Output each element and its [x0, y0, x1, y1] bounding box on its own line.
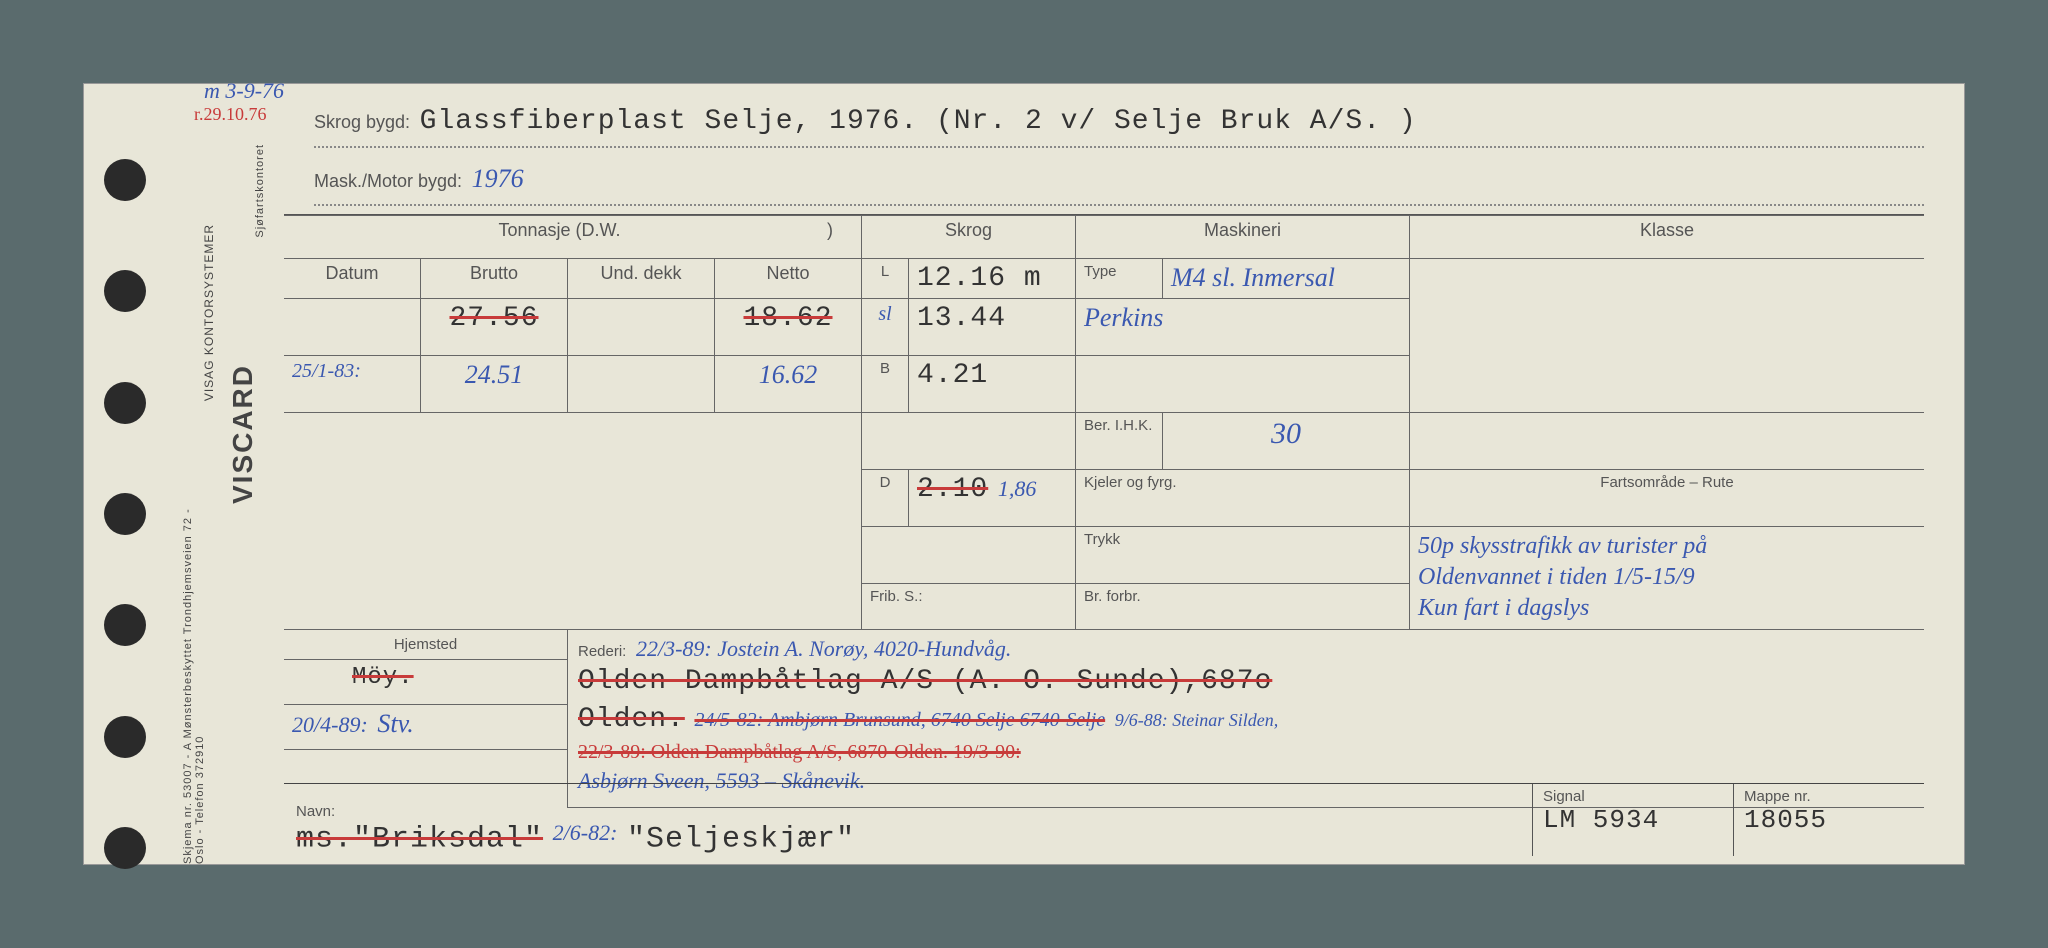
sub-brutto: Brutto	[470, 263, 518, 283]
hdr-klasse: Klasse	[1640, 220, 1694, 240]
bottom-row: Navn: ms."Briksdal" 2/6-82: "Seljeskjær"…	[284, 783, 1924, 864]
lbl-signal: Signal	[1543, 788, 1723, 805]
side-line-skjema: Skjema nr. 53007 - A Mønsterbeskyttet Tr…	[182, 504, 206, 864]
hand-note-top2: r.29.10.76	[194, 104, 267, 125]
hole	[104, 716, 146, 758]
lbl-farts: Fartsområde – Rute	[1600, 474, 1733, 491]
hjem-old: Möy.	[292, 664, 414, 691]
ihk-val: 30	[1271, 417, 1301, 450]
netto2: 16.62	[759, 360, 818, 389]
sub-type: Type	[1084, 263, 1117, 280]
hole	[104, 270, 146, 312]
skrog-D-new: 1,86	[998, 476, 1037, 501]
farts-l2: Oldenvannet i tiden 1/5-15/9	[1418, 562, 1916, 593]
hole	[104, 159, 146, 201]
signal-val: LM 5934	[1543, 805, 1723, 835]
hand-note-top1: m 3-9-76	[204, 78, 284, 104]
hdr-tonnasje: Tonnasje (D.W.	[498, 220, 620, 240]
lbl-kjeler: Kjeler og fyrg.	[1084, 474, 1177, 491]
hjem-new: Stv.	[377, 709, 413, 738]
lbl-frib: Frib. S.:	[870, 588, 923, 605]
farts-l1: 50p skysstrafikk av turister på	[1418, 531, 1916, 562]
lbl-mappe: Mappe nr.	[1744, 788, 1914, 805]
rederi-hand1: 22/3-89: Jostein A. Norøy, 4020-Hundvåg.	[636, 636, 1011, 661]
value-skrog-bygd: Glassfiberplast Selje, 1976. (Nr. 2 v/ S…	[420, 106, 1417, 137]
skrog-D-old: 2.10	[917, 474, 988, 505]
sub-netto: Netto	[766, 263, 809, 283]
hole	[104, 382, 146, 424]
rederi-typed2: Olden.	[578, 704, 685, 735]
rederi-typed1: Olden Dampbåtlag A/S (A. O. Sunde),687o	[578, 666, 1272, 697]
navn-old: ms."Briksdal"	[296, 822, 543, 856]
skrog-sl: 13.44	[917, 303, 1006, 334]
lbl-rederi: Rederi:	[578, 643, 626, 660]
mask-type1: M4 sl. Inmersal	[1171, 263, 1335, 292]
brutto-old: 27.56	[449, 303, 538, 334]
rederi-hand2: 24/5-82: Ambjørn Brunsund, 6740 Selje 67…	[694, 709, 1105, 731]
main-grid: Tonnasje (D.W. ) Skrog Maskineri Klasse …	[284, 214, 1924, 808]
rederi-hand2b: 9/6-88: Steinar Silden,	[1115, 710, 1278, 730]
brand-viscard: VISCARD	[227, 364, 259, 504]
content-area: m 3-9-76 r.29.10.76 Skrog bygd: Glassfib…	[284, 84, 1964, 864]
side-line-sjofart: Sjøfartskontoret	[254, 144, 266, 238]
netto-old: 18.62	[743, 303, 832, 334]
sl-label: sl	[878, 303, 891, 325]
side-line-kontor: VISAG KONTORSYSTEMER	[202, 224, 216, 401]
value-mask-bygd: 1976	[472, 164, 524, 193]
skrog-B: 4.21	[917, 360, 988, 391]
lbl-hjemsted: Hjemsted	[394, 636, 457, 653]
hole	[104, 493, 146, 535]
brutto2: 24.51	[465, 360, 524, 389]
sub-datum: Datum	[325, 263, 378, 283]
hdr-paren: )	[827, 220, 853, 241]
sub-und: Und. dekk	[600, 263, 681, 283]
row-skrog-bygd: Skrog bygd: Glassfiberplast Selje, 1976.…	[314, 106, 1924, 148]
lbl-brforbr: Br. forbr.	[1084, 588, 1141, 605]
lbl-navn: Navn:	[296, 803, 1532, 820]
hole	[104, 604, 146, 646]
skrog-L: 12.16 m	[917, 263, 1042, 294]
lbl-ihk: Ber. I.H.K.	[1084, 417, 1152, 434]
mask-type2: Perkins	[1084, 303, 1163, 332]
hdr-maskineri: Maskineri	[1204, 220, 1281, 240]
mappe-val: 18055	[1744, 805, 1914, 835]
lbl-trykk: Trykk	[1084, 531, 1120, 548]
navn-new: "Seljeskjær"	[627, 822, 855, 856]
hole	[104, 827, 146, 869]
hjem-date: 20/4-89:	[292, 712, 368, 737]
datum2: 25/1-83:	[292, 360, 361, 382]
label-mask-bygd: Mask./Motor bygd:	[314, 171, 462, 191]
hdr-skrog: Skrog	[945, 220, 992, 240]
side-print: VISCARD VISAG KONTORSYSTEMER Skjema nr. …	[172, 84, 262, 864]
label-skrog-bygd: Skrog bygd:	[314, 112, 410, 132]
rederi-line3: 22/3-89: Olden Dampbåtlag A/S, 6870-Olde…	[578, 741, 1021, 763]
punch-holes	[104, 84, 164, 944]
navn-date: 2/6-82:	[553, 820, 618, 845]
index-card: VISCARD VISAG KONTORSYSTEMER Skjema nr. …	[83, 83, 1965, 865]
farts-l3: Kun fart i dagslys	[1418, 593, 1916, 624]
row-mask-bygd: Mask./Motor bygd: 1976	[314, 164, 1924, 206]
